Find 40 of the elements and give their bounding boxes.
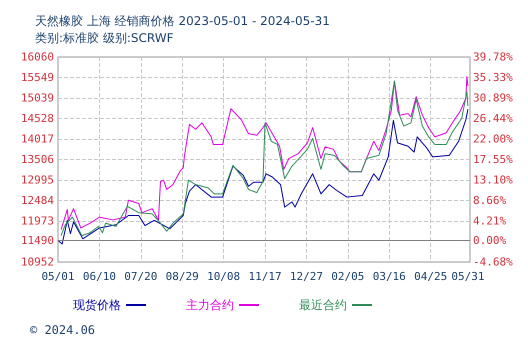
legend-label: 最近合约 <box>299 298 347 312</box>
y-tick-label: 15039 <box>20 91 54 104</box>
y-tick-label: 10952 <box>20 256 54 268</box>
x-tick-label: 02/05 <box>331 270 364 283</box>
y-tick-label: 12484 <box>20 194 54 208</box>
legend-label: 主力合约 <box>186 298 234 312</box>
x-tick-label: 04/25 <box>414 270 448 283</box>
y2-tick-label: 30.89% <box>473 91 514 104</box>
legend-label: 现货价格 <box>73 298 121 312</box>
y-tick-label: 11490 <box>20 234 54 247</box>
y2-tick-label: 8.66% <box>473 194 506 207</box>
y-tick-label: 14017 <box>20 132 54 146</box>
x-tick-label: 05/01 <box>41 270 75 283</box>
y-tick-label: 15549 <box>20 71 54 84</box>
chart-subtitle: 类别:标准胶 级别:SCRWF <box>35 31 174 45</box>
y-tick-label: 13506 <box>20 153 54 166</box>
line-series <box>58 108 468 245</box>
x-tick-label: 07/20 <box>124 270 158 283</box>
x-tick-label: 10/08 <box>207 270 240 283</box>
y-tick-label: 12995 <box>20 174 54 187</box>
y-tick-label: 11973 <box>20 214 54 228</box>
y-tick-label: 16060 <box>20 50 54 64</box>
x-tick-label: 08/29 <box>166 270 199 283</box>
y2-tick-label: 17.55% <box>473 153 514 166</box>
y-tick-label: 14528 <box>20 112 54 125</box>
text: © 2024.06 <box>30 323 96 337</box>
y2-tick-label: -4.68% <box>473 256 514 268</box>
y2-tick-label: 0.00% <box>473 234 506 247</box>
y2-tick-label: 22.00% <box>473 132 514 146</box>
y2-tick-label: 35.33% <box>473 71 514 84</box>
x-tick-label: 05/31 <box>451 270 484 283</box>
y2-tick-label: 4.21% <box>473 214 506 228</box>
chart-title: 天然橡胶 上海 经销商价格 2023-05-01 - 2024-05-31 <box>35 14 330 28</box>
x-tick-label: 12/27 <box>290 270 324 283</box>
x-tick-label: 03/16 <box>372 270 406 283</box>
y2-tick-label: 39.78% <box>473 50 514 64</box>
y2-tick-label: 13.10% <box>473 174 514 187</box>
x-tick-label: 11/17 <box>248 270 282 283</box>
y2-tick-label: 26.44% <box>473 112 514 126</box>
x-tick-label: 06/10 <box>82 270 116 283</box>
